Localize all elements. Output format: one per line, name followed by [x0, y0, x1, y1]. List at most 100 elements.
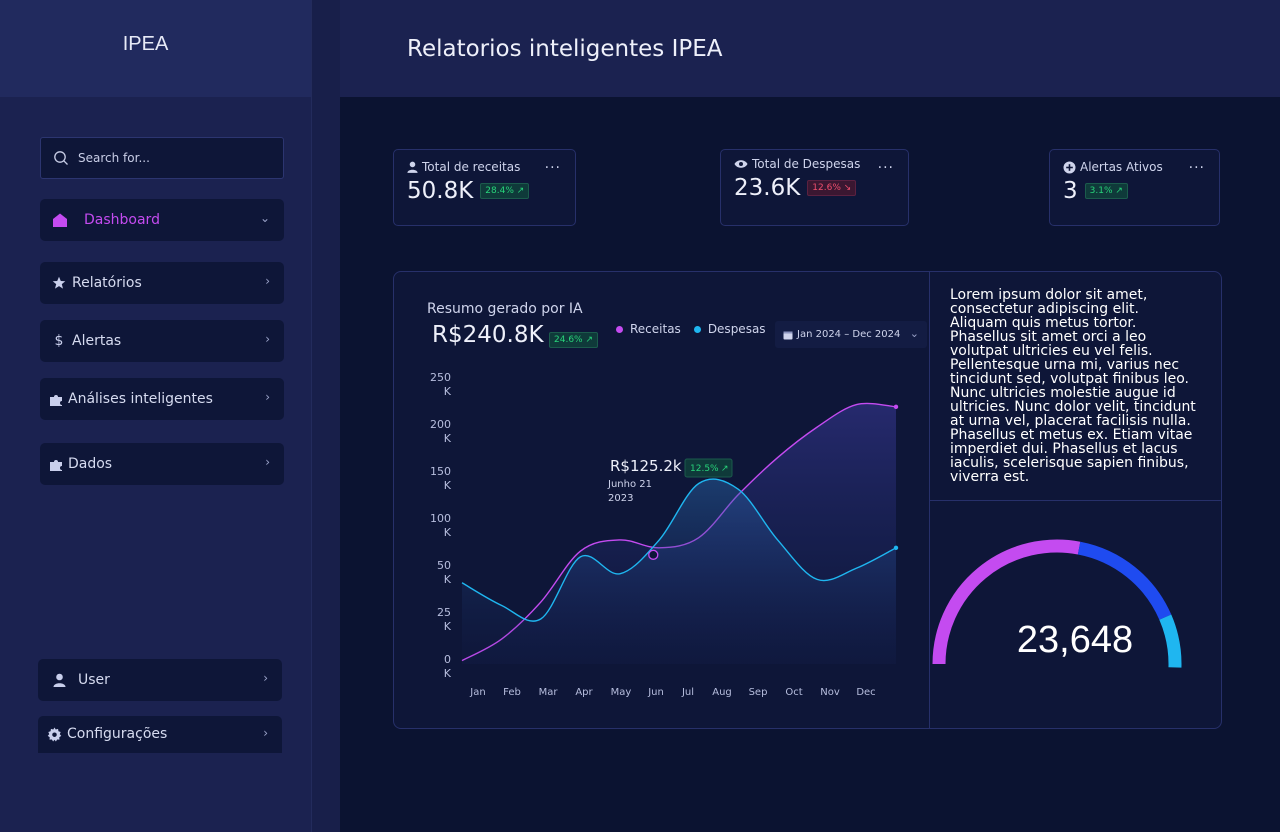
- chevron-right-icon: ›: [265, 390, 270, 404]
- gear-icon: [47, 727, 62, 742]
- x-tick-label: May: [611, 687, 632, 698]
- x-tick-label: Mar: [539, 687, 559, 698]
- badge-value: 12.6%: [812, 183, 841, 193]
- y-tick-label: 25 K: [437, 606, 452, 633]
- x-tick-label: Jun: [647, 687, 664, 698]
- gauge-value: 23,648: [1016, 619, 1134, 661]
- data-point[interactable]: [893, 545, 899, 551]
- sidebar-item-label: Dados: [68, 456, 113, 472]
- badge-value: 24.6%: [554, 335, 583, 345]
- trend-badge: 24.6% ↗: [549, 332, 599, 348]
- search-input[interactable]: [78, 151, 258, 165]
- search-box[interactable]: [40, 137, 284, 179]
- chevron-right-icon: ›: [263, 671, 268, 685]
- calendar-icon: [783, 331, 793, 339]
- legend-item-despesas[interactable]: Despesas: [693, 322, 766, 336]
- tooltip-year: 2023: [608, 493, 633, 504]
- x-tick-label: Aug: [712, 687, 732, 698]
- kpi-value: 23.6K: [734, 175, 801, 201]
- panel-divider-vertical: [929, 272, 930, 728]
- sidebar-item-label: Configurações: [67, 725, 168, 742]
- y-tick-label: 200 K: [430, 418, 452, 445]
- badge-value: 3.1%: [1089, 186, 1113, 196]
- chevron-right-icon: ›: [265, 455, 270, 469]
- chevron-right-icon: ›: [265, 274, 270, 288]
- legend-label: Receitas: [630, 322, 681, 336]
- arrow-up-right-icon: ↗: [1115, 186, 1123, 196]
- badge-value: 28.4%: [485, 186, 514, 196]
- kpi-card-receitas: Total de receitas ··· 50.8K 28.4% ↗: [393, 149, 576, 226]
- kpi-title: Total de receitas: [422, 160, 521, 174]
- sidebar-item-dashboard[interactable]: Dashboard ⌄: [40, 199, 284, 241]
- tooltip-value: R$125.2k: [610, 457, 682, 475]
- legend-label: Despesas: [707, 322, 766, 336]
- x-tick-label: Jul: [681, 687, 694, 698]
- kpi-value: 3: [1063, 178, 1078, 204]
- puzzle-icon: [50, 394, 62, 406]
- x-tick-label: Nov: [820, 687, 840, 698]
- sidebar-item-user[interactable]: User ›: [38, 659, 282, 701]
- data-point[interactable]: [893, 404, 899, 410]
- sidebar: IPEA Dashboard ⌄ Relatórios › $ Alertas …: [0, 0, 312, 832]
- legend-dot: [616, 325, 623, 333]
- x-tick-label: Oct: [785, 687, 802, 698]
- top-header: Relatorios inteligentes IPEA: [340, 0, 1280, 97]
- arrow-down-right-icon: ↘: [843, 183, 852, 193]
- kpi-value: 50.8K: [407, 178, 474, 204]
- gauge-segment-blue: [1077, 541, 1172, 620]
- sidebar-item-label: Alertas: [72, 333, 122, 349]
- legend-item-receitas[interactable]: Receitas: [616, 322, 681, 336]
- sidebar-item-relatorios[interactable]: Relatórios ›: [40, 262, 284, 304]
- plus-circle-icon: [1063, 161, 1076, 173]
- kpi-title: Alertas Ativos: [1080, 160, 1163, 174]
- sidebar-item-alertas[interactable]: $ Alertas ›: [40, 320, 284, 362]
- chart-title: Resumo gerado por IA: [427, 301, 583, 317]
- gauge-segment-cyan: [1159, 614, 1182, 668]
- brand-logo[interactable]: IPEA: [122, 33, 169, 55]
- chart-tooltip: R$125.2k 12.5% ↗ Junho 21 2023: [607, 457, 733, 504]
- line-chart: 0 K 25 K 50 K 100 K 150 K 200 K 250 K Jan Feb Mar Apr May…: [430, 371, 899, 698]
- x-tick-label: Sep: [749, 687, 768, 698]
- sidebar-item-label: User: [78, 672, 110, 688]
- home-icon: [53, 213, 67, 227]
- sidebar-header: IPEA: [0, 0, 311, 97]
- chart-legend: Receitas Despesas: [616, 322, 779, 336]
- trend-badge: 3.1% ↗: [1084, 183, 1128, 199]
- sidebar-item-analises[interactable]: Análises inteligentes ›: [40, 378, 284, 420]
- chart-total: R$240.8K: [432, 322, 544, 348]
- y-tick-label: 50 K: [437, 559, 452, 586]
- arrow-up-right-icon: ↗: [721, 464, 729, 474]
- x-tick-label: Apr: [575, 687, 593, 698]
- tooltip-date: Junho 21: [607, 479, 652, 490]
- more-options-icon[interactable]: ···: [1188, 160, 1205, 176]
- user-icon: [407, 161, 418, 173]
- kpi-card-despesas: Total de Despesas ··· 23.6K 12.6% ↘: [720, 149, 909, 226]
- x-tick-label: Dec: [856, 687, 875, 698]
- ai-summary-text: Lorem ipsum dolor sit amet, consectetur …: [950, 287, 1196, 485]
- gauge-chart: [932, 539, 1182, 668]
- legend-dot: [693, 325, 701, 333]
- sidebar-item-label: Relatórios: [72, 275, 142, 291]
- eye-icon: [734, 160, 748, 168]
- sidebar-item-dados[interactable]: Dados ›: [40, 443, 284, 485]
- y-tick-label: 250 K: [430, 371, 452, 398]
- trend-badge: 12.6% ↘: [807, 180, 857, 196]
- summary-panel: Resumo gerado por IA R$240.8K 24.6% ↗ Re…: [393, 271, 1222, 729]
- more-options-icon[interactable]: ···: [877, 160, 894, 176]
- trend-badge: 28.4% ↗: [480, 183, 530, 199]
- gauge-segment-purple: [932, 539, 1081, 665]
- date-range-picker[interactable]: Jan 2024 – Dec 2024 ⌄: [775, 321, 927, 348]
- arrow-up-right-icon: ↗: [516, 186, 525, 196]
- star-icon: [52, 276, 66, 289]
- chevron-right-icon: ›: [265, 332, 270, 346]
- tooltip-change: 12.5%: [690, 464, 719, 474]
- arrow-up-right-icon: ↗: [585, 335, 594, 345]
- more-options-icon[interactable]: ···: [544, 160, 561, 176]
- series-line-despesas[interactable]: [461, 478, 897, 622]
- tooltip-badge: [684, 458, 733, 478]
- highlight-point[interactable]: [648, 549, 659, 560]
- sidebar-item-configuracoes[interactable]: Configurações ›: [38, 716, 282, 753]
- series-area: [462, 479, 896, 664]
- user-icon: [53, 673, 66, 687]
